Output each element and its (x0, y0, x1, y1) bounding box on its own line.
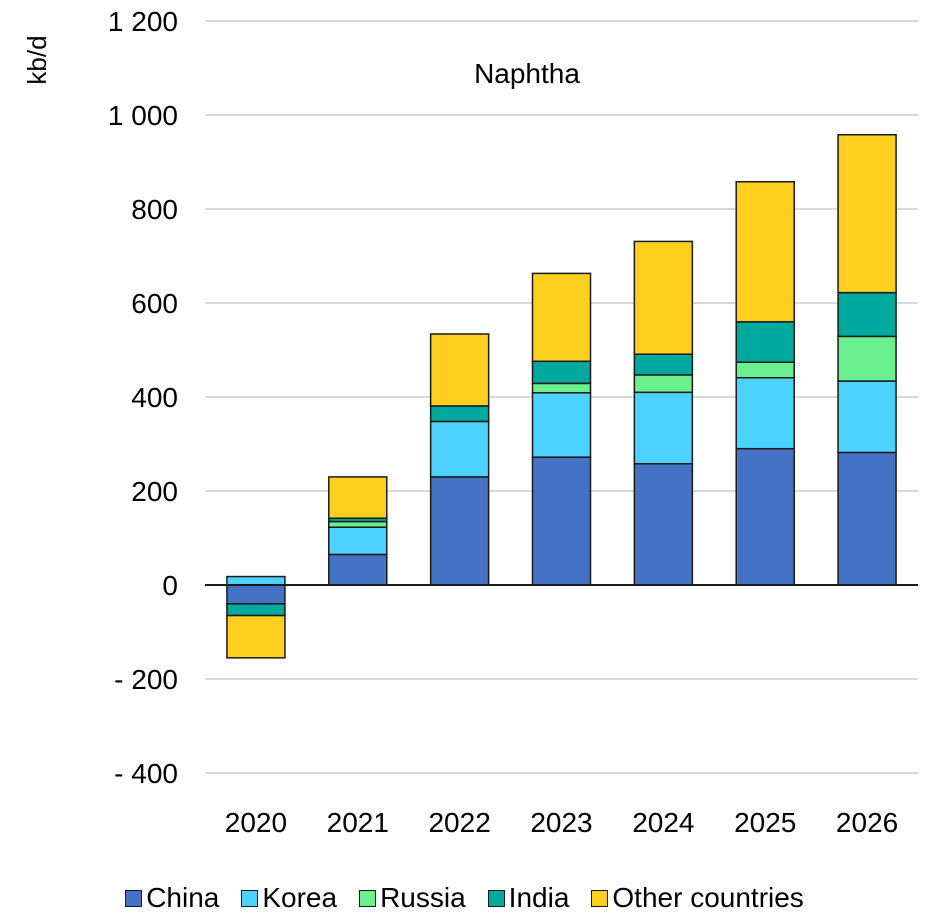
bar-russia-2021 (328, 520, 388, 528)
x-tick-label: 2023 (530, 807, 592, 838)
x-tick-label: 2024 (632, 807, 694, 838)
legend: China Korea Russia India Other countries (0, 876, 929, 920)
y-tick-label: - 200 (114, 664, 178, 695)
bar-china-2026 (837, 451, 897, 586)
bar-other-countries-2022 (429, 333, 490, 407)
bar-korea-2021 (328, 526, 388, 556)
legend-label: Korea (262, 882, 338, 913)
bar-other-countries-2024 (633, 240, 694, 355)
bar-korea-2024 (633, 391, 694, 465)
y-tick-label: 800 (131, 194, 178, 225)
x-tick-label: 2020 (225, 807, 287, 838)
bar-russia-2026 (837, 335, 897, 382)
y-tick-label: 200 (131, 476, 178, 507)
y-tick-label: 600 (131, 288, 178, 319)
x-tick-label: 2022 (428, 807, 490, 838)
y-tick-label: 1 200 (108, 6, 178, 37)
x-tick-label: 2026 (836, 807, 898, 838)
y-tick-labels: - 400 - 200 0 200 400 600 800 1 000 1 200 (108, 6, 178, 789)
legend-swatch (487, 889, 505, 907)
legend-label: China (146, 882, 220, 913)
bar-china-2022 (429, 476, 490, 586)
bar-other-countries-2020 (226, 614, 286, 659)
bar-other-countries-2021 (328, 476, 388, 520)
bar-india-2026 (837, 291, 897, 338)
bar-china-2023 (531, 456, 592, 586)
bar-india-2023 (531, 360, 592, 385)
bar-korea-2023 (531, 392, 592, 458)
x-tick-labels: 2020 2021 2022 2023 2024 2025 2026 (225, 807, 898, 838)
bar-russia-2023 (531, 382, 592, 394)
bar-korea-2022 (429, 420, 490, 478)
legend-label: Other countries (612, 882, 804, 913)
x-tick-label: 2021 (327, 807, 389, 838)
bar-russia-2025 (735, 361, 795, 379)
bar-india-2022 (429, 405, 490, 423)
legend-item-russia: Russia (359, 882, 466, 914)
legend-item-other-countries: Other countries (591, 882, 804, 914)
y-tick-label: 0 (162, 570, 178, 601)
y-axis-label: kb/d (22, 35, 52, 84)
legend-label: Russia (380, 882, 466, 913)
bar-india-2025 (735, 321, 795, 363)
legend-swatch (241, 889, 259, 907)
legend-item-china: China (125, 882, 219, 914)
legend-swatch (359, 889, 377, 907)
y-tick-label: 1 000 (108, 100, 178, 131)
bar-china-2025 (735, 447, 795, 586)
legend-swatch (125, 889, 143, 907)
chart-title: Naphtha (474, 58, 580, 89)
bar-korea-2026 (837, 380, 897, 454)
bar-other-countries-2026 (837, 133, 897, 294)
bars (226, 133, 897, 659)
legend-swatch (591, 889, 609, 907)
bar-india-2020 (226, 603, 286, 617)
y-tick-label: 400 (131, 382, 178, 413)
bar-korea-2020 (226, 575, 286, 586)
y-tick-label: - 400 (114, 758, 178, 789)
bar-china-2020 (226, 584, 286, 605)
bar-other-countries-2023 (531, 272, 592, 363)
x-tick-label: 2025 (734, 807, 796, 838)
legend-label: India (508, 882, 570, 913)
bar-china-2024 (633, 462, 694, 586)
bar-china-2021 (328, 553, 388, 586)
bar-korea-2025 (735, 376, 795, 450)
legend-item-korea: Korea (241, 882, 337, 914)
legend-item-india: India (487, 882, 570, 914)
bar-other-countries-2025 (735, 180, 795, 323)
bar-india-2024 (633, 353, 694, 376)
bar-russia-2024 (633, 374, 694, 394)
